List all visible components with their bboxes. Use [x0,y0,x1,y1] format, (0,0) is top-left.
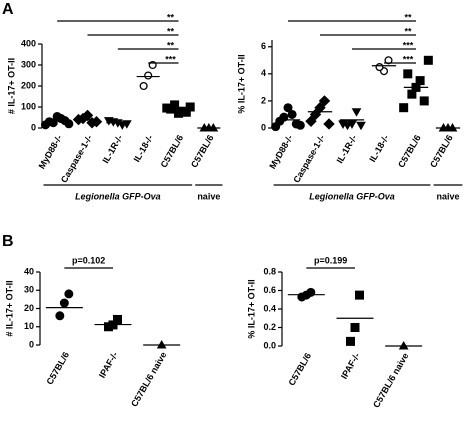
group-label: Legionella GFP-Ova [75,191,161,201]
data-point [305,115,317,127]
data-point [104,322,113,332]
x-tick-label: C57BL/6 [286,351,313,387]
data-point [346,336,355,346]
data-point [350,323,360,332]
data-point [356,121,366,131]
x-tick-label: C57BL/6 [44,350,71,386]
y-tick-label: 0 [29,339,34,349]
y-tick-label: 20 [24,303,34,313]
data-point [48,118,58,128]
y-axis-title: # IL-17+ OT-II [6,58,16,114]
y-tick-label: 0.0 [263,340,276,350]
data-point [399,103,409,113]
data-point [355,290,364,300]
y-tick-label: 4 [261,68,266,78]
data-point [117,121,128,130]
group-label: naive [436,191,459,201]
data-point [59,298,69,308]
comparison-label: *** [403,40,414,50]
y-tick-label: 40 [24,266,34,276]
data-point [347,120,357,129]
data-point [423,55,433,65]
comparison-label: ** [404,26,412,36]
x-tick-label: Caspase-1-/- [59,133,94,184]
y-tick-label: 10 [24,321,34,331]
comparison-label: *** [403,54,414,64]
data-point [170,100,180,110]
data-point [419,96,429,106]
data-point [375,63,384,72]
data-point [351,108,362,117]
group-label: Legionella GFP-Ova [309,191,395,201]
data-point [55,311,65,321]
data-point [64,289,74,299]
data-point [338,120,348,129]
comparison-label: *** [165,54,176,64]
y-tick-label: 0.2 [263,322,276,332]
y-tick-label: 0.4 [263,303,276,313]
y-tick-label: 400 [21,38,36,48]
x-tick-label: C57BL/6 [189,133,216,169]
y-tick-label: 30 [24,285,34,295]
y-tick-label: 0.8 [263,266,276,276]
data-point [287,109,297,119]
comparison-label: p=0.199 [314,255,347,265]
data-point [314,101,326,114]
y-tick-label: 100 [21,101,36,111]
y-axis-title: % IL-17+ OT-II [236,54,246,113]
data-point [162,103,172,113]
data-point [279,112,289,122]
data-point [86,117,98,129]
group-label: naive [197,191,220,201]
comparison-label: p=0.102 [72,255,105,265]
x-tick-label: IL-18-/- [132,133,155,164]
y-axis-title: # IL-17+ OT-II [4,280,14,336]
y-tick-label: 2 [261,95,266,105]
data-point [181,107,191,117]
data-point [283,103,293,113]
x-tick-label: IL-1R-/- [335,133,359,165]
data-point [291,119,301,129]
y-tick-label: 300 [21,59,36,69]
data-point [407,89,417,99]
data-point [323,118,335,130]
comparison-label: ** [167,12,175,22]
x-tick-label: MyD88-/- [37,133,64,170]
x-tick-label: C57BL/6 [159,133,186,169]
comparison-label: ** [404,12,412,22]
y-tick-label: 0 [261,122,266,132]
y-tick-label: 0.6 [263,285,276,295]
panel-label: B [2,233,14,250]
data-point [318,95,331,107]
x-tick-label: IL-18-/- [367,133,390,164]
x-tick-label: IPAF-/- [339,351,362,381]
data-point [103,117,114,126]
panel-label: A [2,1,14,18]
data-point [40,120,50,130]
x-tick-label: Caspase-1-/- [291,133,326,184]
x-tick-label: IPAF-/- [97,350,120,380]
y-axis-title: % IL-17+ OT-II [246,279,256,338]
comparison-label: ** [167,26,175,36]
comparison-label: ** [167,40,175,50]
x-tick-label: IL-1R-/- [100,133,124,165]
y-tick-label: 6 [261,41,266,51]
data-point [81,109,94,122]
data-point [403,69,413,79]
data-point [384,56,393,65]
x-tick-label: C57BL/6 [428,133,455,169]
x-tick-label: C57BL/6 naive [129,350,168,408]
y-tick-label: 0 [31,122,36,132]
x-tick-label: C57BL/6 [396,133,423,169]
data-point [139,81,148,91]
y-tick-label: 200 [21,80,36,90]
x-tick-label: MyD88-/- [267,133,294,170]
x-tick-label: C57BL/6 naive [371,351,410,409]
data-point [271,122,281,132]
data-point [174,108,183,118]
data-point [144,71,153,80]
